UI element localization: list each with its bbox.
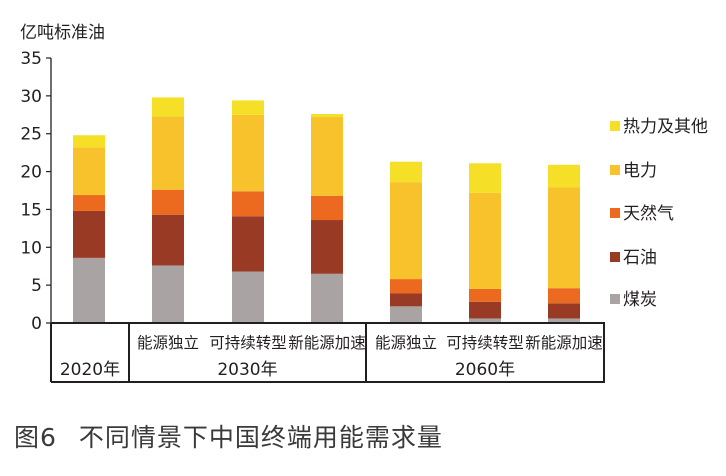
legend-swatch [610, 208, 620, 218]
y-axis-title: 亿吨标准油 [20, 23, 105, 43]
legend-swatch [610, 294, 620, 304]
legend-label: 天然气 [623, 204, 674, 224]
legend-swatch [610, 121, 620, 131]
figure-title: 不同情景下中国终端用能需求量 [78, 423, 443, 452]
bar-segment [311, 117, 343, 196]
legend-label: 煤炭 [623, 290, 657, 310]
bar-segment [232, 271, 264, 323]
bar-segment [548, 164, 580, 188]
figure-caption: 图6 不同情景下中国终端用能需求量 [14, 418, 443, 454]
x-group-label: 2030年 [217, 360, 277, 380]
bar-segment [232, 100, 264, 115]
bar-segment [152, 116, 184, 190]
bar-segment [152, 214, 184, 266]
x-category-label: 可持续转型 [209, 334, 287, 352]
bar-segment [469, 288, 501, 302]
bar-segment [390, 161, 422, 183]
bar-segment [73, 135, 105, 148]
bar-segment [232, 191, 264, 217]
bar-segment [73, 195, 105, 211]
bar-segment [232, 216, 264, 272]
y-tick-label: 10 [20, 238, 42, 258]
bar-segment [469, 318, 501, 323]
legend-label: 电力 [623, 161, 657, 181]
bar-segment [390, 293, 422, 307]
legend-label: 热力及其他 [623, 117, 708, 137]
x-category-label: 能源独立 [375, 334, 437, 352]
bar-segment [548, 187, 580, 289]
figure-number: 图6 [14, 423, 57, 452]
bar-segment [232, 114, 264, 192]
y-tick-label: 5 [31, 276, 42, 296]
bar-segment [469, 192, 501, 289]
bar-segment [311, 195, 343, 221]
bar-segment [390, 306, 422, 323]
y-tick-label: 15 [20, 200, 42, 220]
x-category-label: 新能源加速 [288, 334, 366, 352]
y-tick-label: 20 [20, 163, 42, 183]
bar-segment [152, 189, 184, 215]
bar-segment [73, 257, 105, 323]
y-tick-label: 35 [20, 49, 42, 69]
y-tick-label: 25 [20, 125, 42, 145]
x-category-label: 可持续转型 [446, 334, 524, 352]
legend-swatch [610, 252, 620, 262]
legend-label: 石油 [623, 248, 657, 268]
bar-segment [311, 114, 343, 118]
bar-segment [73, 147, 105, 196]
bar-segment [548, 318, 580, 323]
legend-swatch [610, 165, 620, 175]
bar-segment [311, 220, 343, 274]
x-category-label: 新能源加速 [525, 334, 603, 352]
bar-segment [152, 265, 184, 323]
x-group-label: 2020年 [60, 360, 120, 380]
bar-segment [73, 210, 105, 258]
x-category-label: 能源独立 [137, 334, 199, 352]
bar-segment [548, 303, 580, 319]
x-group-label: 2060年 [455, 360, 515, 380]
bar-segment [469, 163, 501, 193]
y-tick-label: 30 [20, 87, 42, 107]
bar-segment [390, 279, 422, 294]
bar-segment [152, 97, 184, 117]
y-tick-label: 0 [31, 314, 42, 334]
bar-segment [548, 288, 580, 304]
bar-segment [469, 301, 501, 319]
bar-segment [390, 182, 422, 280]
bar-segment [311, 273, 343, 323]
